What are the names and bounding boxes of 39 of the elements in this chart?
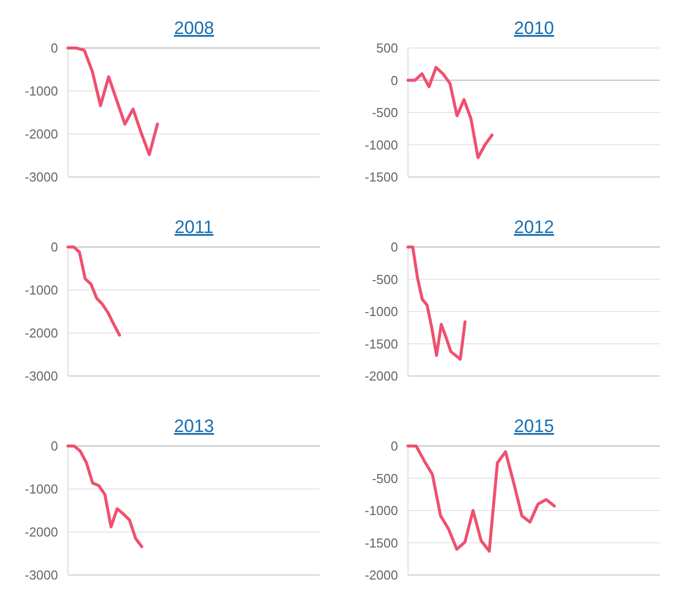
line-series: [66, 444, 144, 548]
y-tick-label: -1000: [24, 84, 58, 99]
y-tick-label: 0: [390, 438, 398, 454]
y-tick-label: -500: [372, 470, 398, 486]
y-tick-label: -1500: [364, 170, 398, 185]
y-tick-label: -1500: [364, 535, 398, 550]
line-series: [406, 66, 494, 160]
y-tick-label: 0: [50, 240, 58, 255]
chart-title: 2011: [174, 217, 214, 237]
line-series: [66, 46, 159, 156]
y-tick-label: -2000: [364, 568, 398, 583]
chart-title: 2010: [514, 18, 554, 38]
y-tick-label: 0: [50, 40, 58, 56]
y-tick-label: 0: [390, 240, 398, 255]
y-tick-label: -1500: [364, 336, 398, 352]
chart-title: 2008: [174, 18, 214, 38]
y-tick-label: -2000: [24, 524, 58, 540]
chart-title: 2015: [514, 416, 554, 436]
line-series: [406, 246, 467, 361]
chart-title: 2013: [174, 416, 214, 436]
y-tick-label: -500: [372, 272, 398, 287]
y-tick-label: 0: [390, 72, 398, 88]
y-tick-label: -3000: [24, 568, 58, 583]
y-tick-label: -3000: [24, 170, 58, 185]
line-series: [406, 444, 556, 553]
line-series: [66, 246, 122, 337]
y-tick-label: -2000: [24, 126, 58, 142]
y-tick-label: -1000: [364, 137, 398, 152]
y-tick-label: -3000: [24, 368, 58, 384]
y-tick-label: -1000: [24, 482, 58, 497]
y-tick-label: 500: [376, 40, 398, 56]
y-tick-label: -1000: [24, 282, 58, 298]
y-tick-label: 0: [50, 438, 58, 454]
chart-title: 2012: [514, 217, 554, 237]
y-tick-label: -2000: [364, 368, 398, 384]
y-tick-label: -2000: [24, 326, 58, 341]
y-tick-label: -1000: [364, 503, 398, 518]
y-tick-label: -500: [372, 105, 398, 120]
y-tick-label: -1000: [364, 304, 398, 320]
